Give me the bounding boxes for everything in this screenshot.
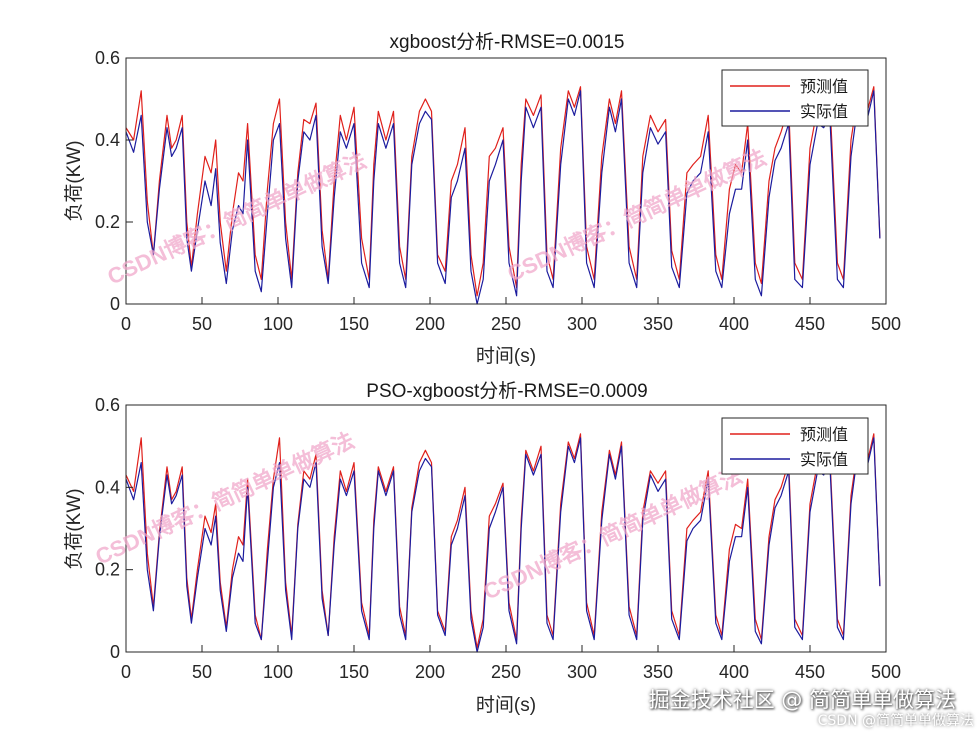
- y-tick-label: 0.4: [95, 130, 120, 150]
- legend-label-actual: 实际值: [800, 451, 848, 469]
- x-tick-label: 200: [415, 314, 445, 334]
- x-tick-label: 250: [491, 314, 521, 334]
- legend-label-predicted: 预测值: [800, 426, 848, 444]
- series-layer: [125, 86, 881, 305]
- x-tick-label: 350: [643, 314, 673, 334]
- x-tick-label: 100: [263, 314, 293, 334]
- subplot-xgboost: xgboost分析-RMSE=0.0015 0 50 100 150 200 250 300…: [63, 31, 901, 367]
- x-tick-label: 0: [121, 662, 131, 682]
- x-tick-label: 350: [643, 662, 673, 682]
- legend-label-predicted: 预测值: [800, 78, 848, 96]
- y-tick-label: 0.2: [95, 212, 120, 232]
- x-tick-label: 50: [192, 662, 212, 682]
- series-layer: [125, 433, 881, 653]
- series-line-predicted: [125, 86, 881, 297]
- x-tick-label: 300: [567, 314, 597, 334]
- y-tick-label: 0.6: [95, 395, 120, 415]
- x-tick-label: 450: [795, 314, 825, 334]
- x-axis-label: 时间(s): [476, 345, 536, 367]
- x-tick-label: 150: [339, 662, 369, 682]
- x-tick-label: 400: [719, 662, 749, 682]
- y-tick-label: 0.4: [95, 477, 120, 497]
- x-tick-label: 500: [871, 314, 901, 334]
- chart-title: xgboost分析-RMSE=0.0015: [390, 31, 625, 53]
- y-tick-label: 0: [110, 294, 120, 314]
- watermark-right: CSDN博客：简简单单做算法: [480, 463, 746, 605]
- watermark-left: CSDN博客：简简单单做算法: [104, 148, 370, 290]
- x-tick-label: 450: [795, 662, 825, 682]
- subplot-pso-xgboost: PSO-xgboost分析-RMSE=0.0009 0 50 100 150 200 25…: [63, 380, 901, 716]
- x-tick-label: 100: [263, 662, 293, 682]
- credit-main: 掘金技术社区 @ 简简单单做算法: [648, 688, 956, 712]
- y-tick-label: 0.6: [95, 48, 120, 68]
- legend: 预测值 实际值: [721, 417, 869, 475]
- ticks-layer: 0 50 100 150 200 250 300 350 400 450 500 0 0.2 0.4 0.6: [95, 395, 901, 682]
- ticks-layer: 0 50 100 150 200 250 300 350 400 450 500 0 0.2 0.4 0.6: [95, 48, 901, 334]
- x-tick-label: 150: [339, 314, 369, 334]
- legend-box: [721, 69, 869, 127]
- y-axis-label: 负荷(KW): [63, 488, 85, 569]
- x-tick-label: 250: [491, 662, 521, 682]
- legend-label-actual: 实际值: [800, 103, 848, 121]
- legend-box: [721, 417, 869, 475]
- x-tick-label: 200: [415, 662, 445, 682]
- legend: 预测值 实际值: [721, 69, 869, 127]
- x-axis-label: 时间(s): [476, 694, 536, 716]
- series-line-actual: [125, 437, 881, 653]
- credit-sub: CSDN @简简单单做算法: [817, 713, 974, 729]
- x-tick-label: 0: [121, 314, 131, 334]
- x-tick-label: 50: [192, 314, 212, 334]
- series-line-actual: [125, 90, 881, 305]
- x-tick-label: 300: [567, 662, 597, 682]
- y-tick-label: 0: [110, 642, 120, 662]
- y-tick-label: 0.2: [95, 560, 120, 580]
- x-tick-label: 400: [719, 314, 749, 334]
- chart-title: PSO-xgboost分析-RMSE=0.0009: [366, 380, 647, 402]
- x-tick-label: 500: [871, 662, 901, 682]
- y-axis-label: 负荷(KW): [63, 140, 85, 221]
